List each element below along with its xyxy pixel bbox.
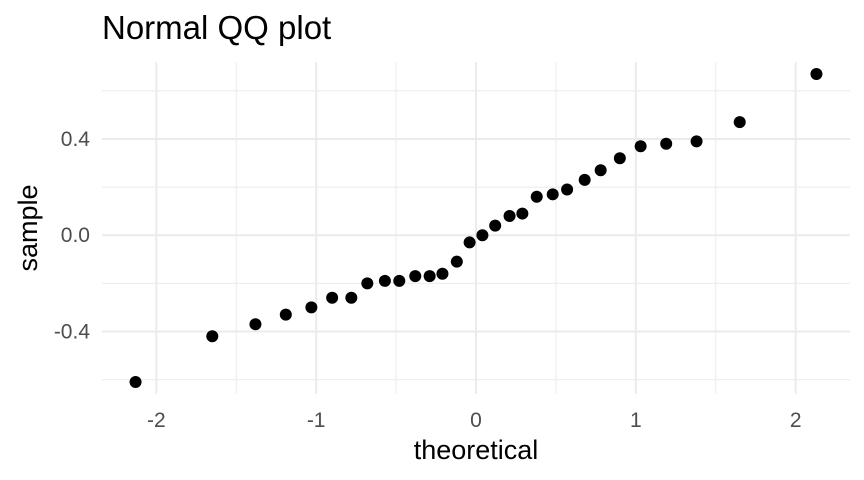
y-tick-label: 0.0 bbox=[61, 224, 90, 247]
data-point bbox=[546, 188, 559, 201]
data-point bbox=[733, 116, 746, 129]
chart-title: Normal QQ plot bbox=[102, 9, 331, 46]
x-tick-label: 0 bbox=[470, 409, 482, 432]
data-point bbox=[393, 274, 406, 287]
y-tick-label: 0.4 bbox=[61, 128, 91, 151]
data-point bbox=[516, 207, 529, 220]
y-axis-tick-labels: -0.4 0.0 0.4 bbox=[54, 128, 91, 343]
data-point bbox=[345, 291, 358, 304]
data-point bbox=[378, 274, 391, 287]
data-point bbox=[305, 301, 318, 314]
data-point bbox=[660, 137, 673, 150]
x-tick-label: 1 bbox=[630, 409, 642, 432]
y-tick-label: -0.4 bbox=[54, 320, 91, 343]
data-point bbox=[561, 183, 574, 196]
x-tick-label: 2 bbox=[790, 409, 802, 432]
data-point bbox=[436, 267, 449, 280]
y-axis-title: sample bbox=[13, 184, 43, 271]
data-point bbox=[634, 140, 647, 153]
data-point bbox=[249, 318, 262, 331]
data-point bbox=[206, 330, 219, 343]
data-point bbox=[530, 190, 543, 203]
data-point bbox=[129, 375, 142, 388]
data-point bbox=[690, 135, 703, 148]
data-point bbox=[613, 152, 626, 165]
points-layer bbox=[129, 68, 823, 388]
data-point bbox=[578, 173, 591, 186]
data-point bbox=[450, 255, 463, 268]
data-point bbox=[361, 277, 374, 290]
data-point bbox=[423, 270, 436, 283]
data-point bbox=[810, 68, 823, 81]
data-point bbox=[594, 164, 607, 177]
x-tick-label: -2 bbox=[147, 409, 166, 432]
data-point bbox=[489, 219, 502, 232]
data-point bbox=[503, 209, 516, 222]
x-axis-tick-labels: -2 -1 0 1 2 bbox=[147, 409, 802, 432]
grid-layer bbox=[102, 62, 850, 394]
data-point bbox=[476, 229, 489, 242]
data-point bbox=[326, 291, 339, 304]
data-point bbox=[279, 308, 292, 321]
data-point bbox=[463, 236, 476, 249]
x-axis-title: theoretical bbox=[414, 435, 539, 465]
data-point bbox=[409, 270, 422, 283]
x-tick-label: -1 bbox=[307, 409, 326, 432]
